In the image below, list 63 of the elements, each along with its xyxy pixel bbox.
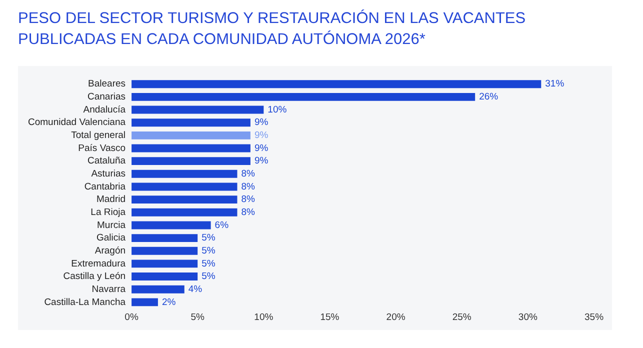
bar (132, 144, 250, 152)
data-label: 8% (241, 181, 256, 192)
x-tick-label: 20% (386, 312, 406, 323)
bar (132, 157, 250, 166)
data-label: 5% (202, 271, 216, 282)
x-tick-label: 5% (190, 312, 206, 323)
bar (132, 298, 158, 306)
y-tick-label: Cantabria (84, 181, 126, 192)
y-tick-label: La Rioja (90, 207, 126, 218)
bar (132, 196, 238, 204)
data-label: 5% (202, 246, 216, 256)
data-label: 9% (254, 156, 269, 167)
y-tick-label: Murcia (97, 220, 126, 231)
y-tick-label: Castilla y León (63, 271, 126, 282)
y-tick-label: Galicia (96, 232, 126, 244)
data-label: 9% (254, 117, 269, 128)
y-tick-label: Baleares (88, 78, 126, 90)
bar (132, 131, 250, 140)
data-label: 4% (188, 284, 203, 295)
data-label: 31% (545, 78, 565, 90)
bar (132, 106, 264, 114)
y-tick-label: Madrid (96, 194, 126, 206)
x-tick-label: 0% (124, 312, 139, 323)
y-tick-label: Cataluña (87, 156, 126, 167)
y-tick-label: Navarra (92, 284, 126, 295)
y-tick-label: País Vasco (78, 142, 126, 154)
y-tick-label: Extremadura (71, 258, 126, 270)
y-tick-label: Total general (71, 130, 126, 142)
data-label: 26% (479, 92, 499, 103)
data-label: 8% (241, 194, 256, 206)
bar (132, 285, 184, 294)
x-tick-label: 35% (584, 312, 604, 323)
data-label: 6% (214, 220, 230, 231)
data-label: 5% (202, 258, 216, 270)
bar (132, 80, 542, 88)
data-label: 8% (241, 168, 256, 180)
bar (132, 221, 211, 230)
x-tick-label: 25% (452, 312, 472, 323)
bar (132, 272, 198, 281)
y-tick-label: Canarias (87, 92, 126, 103)
x-tick-label: 15% (320, 312, 340, 323)
bar (132, 208, 238, 216)
chart-title: PESO DEL SECTOR TURISMO Y RESTAURACIÓN EN LAS VACANTES PUBLICADAS EN CADA COMUNIDAD AUTÓNOMA 2026* (18, 8, 527, 50)
y-tick-label: Castilla-La Mancha (44, 296, 126, 308)
data-label: 8% (241, 207, 256, 218)
bar (132, 260, 198, 268)
bar (132, 92, 476, 101)
bar (132, 246, 198, 255)
data-label: 10% (268, 104, 288, 116)
data-label: 9% (254, 142, 269, 154)
bar (132, 118, 250, 127)
bar (132, 234, 198, 242)
x-tick-label: 10% (254, 312, 274, 323)
data-label: 5% (202, 232, 216, 244)
y-tick-label: Andalucía (83, 104, 126, 116)
bar (132, 170, 238, 178)
y-tick-label: Asturias (91, 168, 126, 180)
data-label: 9% (254, 130, 269, 142)
bar (132, 182, 238, 191)
data-label: 2% (162, 296, 176, 308)
y-tick-label: Aragón (94, 246, 126, 256)
y-tick-label: Comunidad Valenciana (28, 117, 126, 128)
x-tick-label: 30% (518, 312, 538, 323)
